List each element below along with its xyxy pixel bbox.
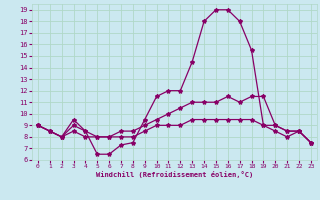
X-axis label: Windchill (Refroidissement éolien,°C): Windchill (Refroidissement éolien,°C) [96, 171, 253, 178]
